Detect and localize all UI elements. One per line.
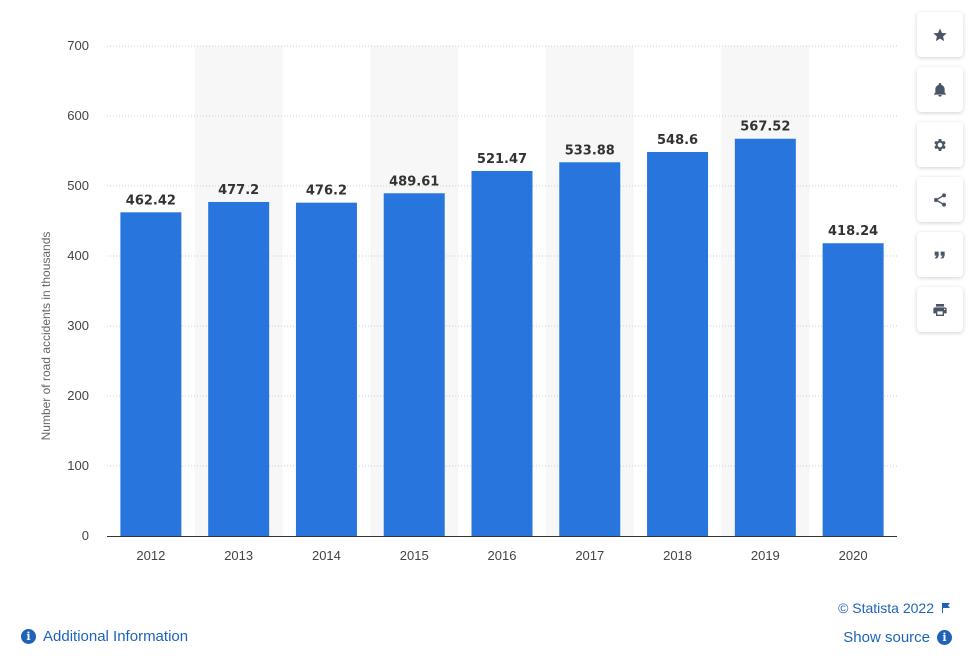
print-icon <box>933 303 947 316</box>
x-tick-label: 2015 <box>400 548 429 563</box>
gear-icon <box>934 138 946 151</box>
data-label: 418.24 <box>828 224 878 239</box>
side-toolbar <box>917 12 963 332</box>
x-tick-label: 2016 <box>488 548 517 563</box>
y-tick-label: 400 <box>67 248 89 263</box>
x-tick-label: 2017 <box>575 548 604 563</box>
additional-information-link[interactable]: i Additional Information <box>21 628 188 645</box>
x-tick-label: 2020 <box>839 548 868 563</box>
info-icon: i <box>21 629 36 644</box>
y-tick-label: 600 <box>67 108 89 123</box>
show-source-link[interactable]: Show source i <box>843 629 952 646</box>
y-tick-label: 0 <box>82 528 89 543</box>
bar-2019[interactable] <box>734 138 796 536</box>
y-tick-label: 500 <box>67 178 89 193</box>
x-tick-label: 2013 <box>224 548 253 563</box>
copyright-text: © Statista 2022 <box>838 600 934 616</box>
y-tick-label: 100 <box>67 458 89 473</box>
data-label: 548.6 <box>657 133 698 148</box>
data-label: 476.2 <box>306 184 347 199</box>
bar-2017[interactable] <box>559 162 621 536</box>
bell-icon <box>934 82 946 97</box>
x-tick-label: 2012 <box>136 548 165 563</box>
bar-2014[interactable] <box>295 202 357 536</box>
bar-2012[interactable] <box>120 212 182 536</box>
data-label: 521.47 <box>477 152 527 167</box>
data-label: 567.52 <box>740 120 790 135</box>
cite-button[interactable] <box>917 232 963 277</box>
data-label: 477.2 <box>218 183 259 198</box>
info-icon: i <box>937 630 952 645</box>
data-label: 533.88 <box>565 143 615 158</box>
bar-2015[interactable] <box>383 193 445 536</box>
bar-2013[interactable] <box>208 201 270 536</box>
bar-chart: 0 100 200 300 400 500 600 700 462.42 2012 477.2 201… <box>39 38 897 563</box>
bar-2020[interactable] <box>822 243 884 536</box>
data-label: 462.42 <box>126 193 176 208</box>
additional-information-label: Additional Information <box>43 628 189 645</box>
show-source-label: Show source <box>843 629 930 646</box>
bar-2018[interactable] <box>647 151 709 537</box>
favorite-button[interactable] <box>917 12 963 57</box>
print-button[interactable] <box>917 287 963 332</box>
share-button[interactable] <box>917 177 963 222</box>
copyright-notice: © Statista 2022 <box>838 600 952 616</box>
y-tick-label: 700 <box>67 38 89 53</box>
bar-2016[interactable] <box>471 170 533 536</box>
settings-button[interactable] <box>917 122 963 167</box>
x-tick-label: 2018 <box>663 548 692 563</box>
x-tick-label: 2019 <box>751 548 780 563</box>
flag-icon[interactable] <box>940 602 952 614</box>
data-label: 489.61 <box>389 174 439 189</box>
y-tick-label: 300 <box>67 318 89 333</box>
share-icon <box>934 192 946 207</box>
star-icon <box>933 27 947 41</box>
notification-button[interactable] <box>917 67 963 112</box>
y-axis-title: Number of road accidents in thousands <box>39 232 53 441</box>
quote-icon <box>934 251 945 258</box>
y-tick-label: 200 <box>67 388 89 403</box>
x-tick-label: 2014 <box>312 548 341 563</box>
